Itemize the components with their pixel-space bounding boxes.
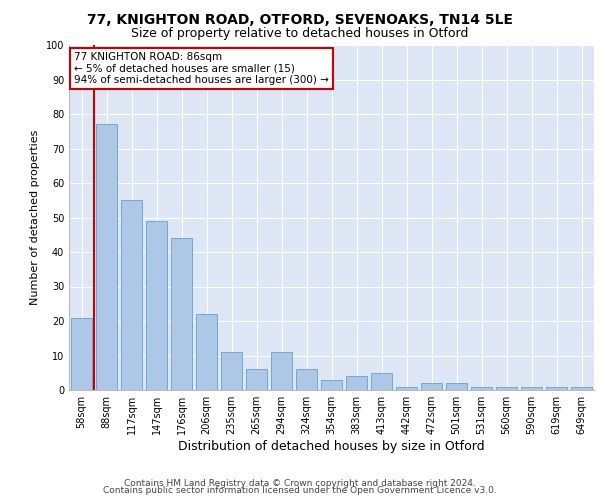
Bar <box>421 383 442 390</box>
Bar <box>296 370 317 390</box>
Bar <box>196 314 217 390</box>
Text: Contains HM Land Registry data © Crown copyright and database right 2024.: Contains HM Land Registry data © Crown c… <box>124 478 476 488</box>
Bar <box>496 386 517 390</box>
Bar <box>396 386 417 390</box>
Y-axis label: Number of detached properties: Number of detached properties <box>30 130 40 305</box>
Bar <box>546 386 567 390</box>
Bar <box>96 124 117 390</box>
Bar <box>121 200 142 390</box>
Bar <box>371 373 392 390</box>
Bar <box>346 376 367 390</box>
Text: Contains public sector information licensed under the Open Government Licence v3: Contains public sector information licen… <box>103 486 497 495</box>
Text: 77 KNIGHTON ROAD: 86sqm
← 5% of detached houses are smaller (15)
94% of semi-det: 77 KNIGHTON ROAD: 86sqm ← 5% of detached… <box>74 52 329 85</box>
Bar <box>146 221 167 390</box>
Bar <box>521 386 542 390</box>
Bar <box>71 318 92 390</box>
X-axis label: Distribution of detached houses by size in Otford: Distribution of detached houses by size … <box>178 440 485 453</box>
Bar <box>171 238 192 390</box>
Bar <box>246 370 267 390</box>
Bar <box>571 386 592 390</box>
Bar <box>271 352 292 390</box>
Bar <box>221 352 242 390</box>
Bar <box>321 380 342 390</box>
Bar <box>471 386 492 390</box>
Bar <box>446 383 467 390</box>
Text: 77, KNIGHTON ROAD, OTFORD, SEVENOAKS, TN14 5LE: 77, KNIGHTON ROAD, OTFORD, SEVENOAKS, TN… <box>87 12 513 26</box>
Text: Size of property relative to detached houses in Otford: Size of property relative to detached ho… <box>131 28 469 40</box>
